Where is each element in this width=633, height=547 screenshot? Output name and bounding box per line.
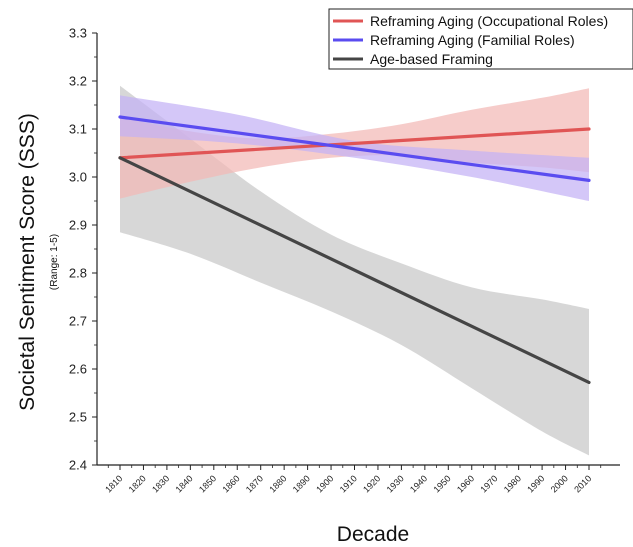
x-tick-label: 1890 bbox=[291, 473, 312, 494]
x-tick-label: 1990 bbox=[525, 473, 546, 494]
x-tick-label: 1980 bbox=[502, 473, 523, 494]
x-tick-label: 1920 bbox=[361, 473, 382, 494]
x-tick-label: 1960 bbox=[455, 473, 476, 494]
y-tick-label: 2.9 bbox=[69, 218, 87, 233]
x-tick-label: 1840 bbox=[174, 473, 195, 494]
y-tick-label: 3.0 bbox=[69, 170, 87, 185]
y-tick-label: 2.4 bbox=[69, 458, 87, 473]
legend-label: Reframing Aging (Familial Roles) bbox=[370, 32, 575, 48]
x-tick-label: 1910 bbox=[338, 473, 359, 494]
x-tick-label: 1830 bbox=[150, 473, 171, 494]
y-ticks: 2.4 2.5 2.6 2.7 2.8 2.9 3.0 3.1 3.2 3.3 bbox=[69, 26, 97, 473]
y-tick-label: 3.3 bbox=[69, 26, 87, 41]
x-tick-label: 1970 bbox=[478, 473, 499, 494]
series-line bbox=[118, 115, 591, 182]
x-axis-label: Decade bbox=[337, 523, 409, 546]
series-line bbox=[118, 156, 591, 385]
y-tick-label: 2.7 bbox=[69, 314, 87, 329]
x-tick-label: 1880 bbox=[267, 473, 288, 494]
y-tick-label: 3.2 bbox=[69, 74, 87, 89]
x-tick-label: 1860 bbox=[220, 473, 241, 494]
y-axis-sublabel: (Range: 1-5) bbox=[49, 234, 60, 290]
x-tick-label: 1950 bbox=[431, 473, 452, 494]
plot-lines bbox=[118, 115, 591, 385]
y-tick-label: 3.1 bbox=[69, 122, 87, 137]
legend-label: Age-based Framing bbox=[370, 51, 493, 67]
x-tick-label: 1870 bbox=[244, 473, 265, 494]
y-tick-label: 2.8 bbox=[69, 266, 87, 281]
y-tick-label: 2.5 bbox=[69, 410, 87, 425]
x-tick-label: 2000 bbox=[549, 473, 570, 494]
x-tick-label: 1930 bbox=[385, 473, 406, 494]
legend-label: Reframing Aging (Occupational Roles) bbox=[370, 13, 608, 29]
x-tick-label: 1810 bbox=[103, 473, 124, 494]
x-tick-label: 1820 bbox=[127, 473, 148, 494]
legend: Reframing Aging (Occupational Roles) Refr… bbox=[328, 8, 633, 70]
legend-box bbox=[328, 8, 633, 70]
y-axis-label: Societal Sentiment Score (SSS) bbox=[16, 113, 39, 411]
x-tick-label: 1940 bbox=[408, 473, 429, 494]
x-tick-label: 1900 bbox=[314, 473, 335, 494]
x-tick-label: 1850 bbox=[197, 473, 218, 494]
series-line bbox=[118, 127, 591, 160]
x-tick-label: 2010 bbox=[572, 473, 593, 494]
x-ticks: 1810 1820 1830 1840 1850 1860 1870 1880 1890 1900… bbox=[103, 465, 602, 495]
y-tick-label: 2.6 bbox=[69, 362, 87, 377]
